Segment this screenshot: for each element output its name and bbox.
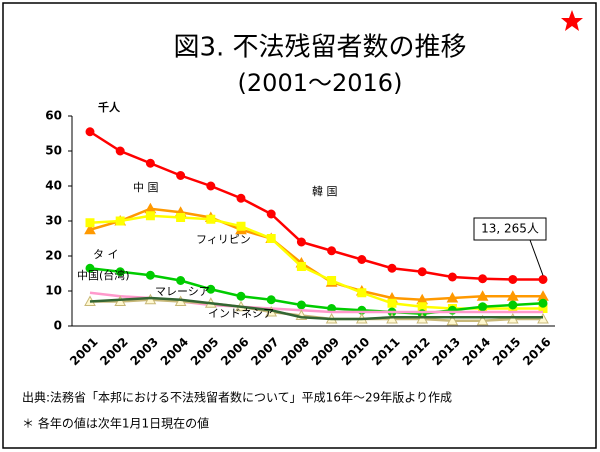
point <box>357 288 367 298</box>
point <box>206 214 216 224</box>
y-tick-label: 30 <box>45 214 62 228</box>
point <box>145 270 155 280</box>
point <box>206 181 216 191</box>
point <box>266 234 276 243</box>
point <box>478 302 488 312</box>
series-line <box>89 130 543 281</box>
chart-subtitle: (2001〜2016) <box>238 69 403 97</box>
point <box>296 237 306 247</box>
series-label: 韓 国 <box>312 185 338 198</box>
point <box>387 298 397 308</box>
series-line <box>89 267 544 316</box>
point <box>115 267 125 277</box>
y-axis-label: 千人 <box>98 100 121 114</box>
point <box>145 211 155 221</box>
point <box>538 274 548 284</box>
point <box>266 295 276 305</box>
annotation: 13, 265人 <box>481 222 539 236</box>
point <box>236 193 246 203</box>
point <box>446 314 459 326</box>
y-tick-label: 40 <box>45 179 62 193</box>
y-tick-label: 60 <box>45 109 62 123</box>
point <box>417 267 427 277</box>
point <box>85 263 95 273</box>
point <box>447 272 457 282</box>
point <box>476 314 489 326</box>
point <box>236 291 246 301</box>
point <box>476 290 489 301</box>
y-tick-label: 50 <box>45 144 62 158</box>
star <box>561 10 583 31</box>
series-line <box>89 296 543 321</box>
point <box>176 171 186 180</box>
note: ＊ 各年の値は次年1月1日現在の値 <box>22 416 209 431</box>
point <box>85 218 95 228</box>
point <box>387 263 397 273</box>
point <box>508 274 518 284</box>
point <box>206 284 216 294</box>
series-label: 中 国 <box>133 181 159 194</box>
y-tick-label: 0 <box>54 319 62 333</box>
point <box>266 209 276 219</box>
point <box>478 274 488 284</box>
point <box>446 291 459 303</box>
y-tick-label: 10 <box>45 284 62 298</box>
point <box>145 158 155 168</box>
y-tick-label: 20 <box>45 249 62 263</box>
series-label: フィリピン <box>196 233 251 246</box>
series-label: タ イ <box>93 248 119 261</box>
point <box>115 216 125 226</box>
point <box>327 246 337 256</box>
point <box>84 223 96 235</box>
point <box>506 290 519 301</box>
series-label: インドネシア <box>208 307 274 320</box>
point <box>236 221 246 231</box>
series-label: 中国(台湾) <box>77 268 130 282</box>
point <box>327 276 337 285</box>
series-label: マレーシア <box>155 285 210 298</box>
point <box>85 127 95 137</box>
annotation-box <box>473 217 547 241</box>
point <box>176 276 186 285</box>
source: 出典:法務省「本邦における不法残留者数について」平成16年〜29年版より作成 <box>22 390 452 405</box>
point <box>296 262 306 271</box>
chart-title: 図3. 不法残留者数の推移 <box>173 33 466 63</box>
point <box>115 146 125 156</box>
annotation-leader <box>529 239 544 276</box>
point <box>357 255 367 264</box>
point <box>508 300 518 310</box>
point <box>176 213 186 222</box>
point <box>538 298 548 308</box>
point <box>296 300 306 310</box>
